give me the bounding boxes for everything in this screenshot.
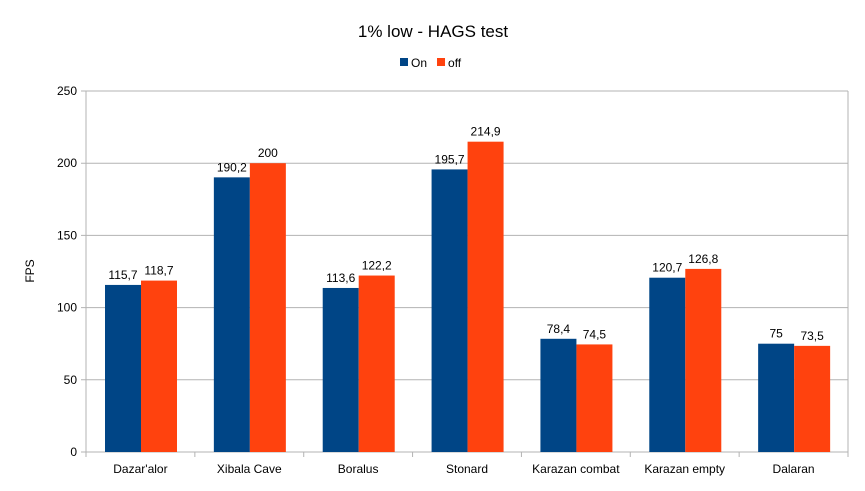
legend: On off [400, 56, 462, 70]
chart-title: 1% low - HAGS test [358, 22, 508, 41]
y-tick-label: 250 [57, 84, 77, 98]
data-label: 200 [258, 146, 278, 160]
data-label: 190,2 [217, 160, 247, 174]
legend-label-on: On [411, 56, 427, 70]
data-label: 113,6 [326, 271, 355, 285]
bar-off [685, 268, 722, 452]
data-label: 73,5 [800, 329, 824, 343]
data-label: 122,2 [362, 259, 392, 273]
bar-off [358, 275, 395, 452]
legend-label-off: off [448, 56, 462, 70]
bar-on [758, 343, 795, 452]
bar-on [649, 277, 686, 452]
x-tick-label: Dalaran [773, 462, 815, 476]
bar-on [105, 284, 141, 452]
bar-off [141, 280, 177, 452]
data-label: 115,7 [108, 268, 137, 282]
legend-swatch-on [400, 58, 408, 66]
data-label: 126,8 [688, 252, 718, 266]
data-label: 118,7 [144, 264, 173, 278]
data-label: 75 [769, 327, 783, 341]
data-label: 78,4 [547, 322, 571, 336]
data-label: 120,7 [652, 261, 682, 275]
y-tick-label: 200 [57, 156, 77, 170]
x-tick-label: Karazan combat [532, 462, 620, 476]
bar-off [249, 163, 286, 452]
bar-off [576, 344, 613, 452]
data-label: 195,7 [435, 152, 465, 166]
bar-off [467, 141, 504, 453]
bar-on [431, 169, 468, 453]
y-tick-label: 150 [57, 228, 77, 242]
y-axis-label: FPS [23, 259, 37, 282]
data-label: 214,9 [471, 125, 501, 139]
y-tick-label: 100 [57, 301, 77, 315]
y-tick-label: 0 [70, 445, 77, 459]
bar-on [322, 287, 359, 452]
bar-on [540, 338, 577, 452]
x-tick-label: Karazan empty [644, 462, 725, 476]
bar-on [213, 177, 250, 452]
x-tick-label: Stonard [446, 462, 488, 476]
x-tick-label: Boralus [338, 462, 379, 476]
y-tick-label: 50 [64, 373, 78, 387]
bar-off [794, 345, 831, 452]
legend-swatch-off [437, 58, 446, 66]
data-label: 74,5 [583, 327, 607, 341]
x-tick-label: Dazar'alor [113, 462, 167, 476]
x-tick-label: Xibala Cave [217, 462, 282, 476]
